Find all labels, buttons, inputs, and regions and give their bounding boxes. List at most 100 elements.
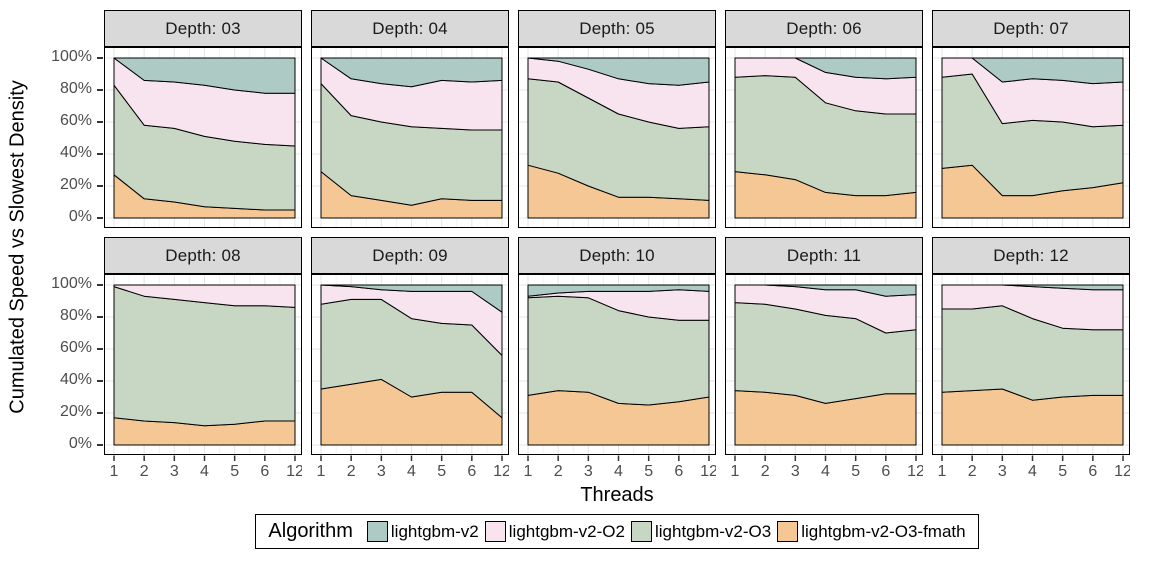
facet-title: Depth: 08 [165, 245, 241, 265]
facet-plot: 1 2 3 4 5 6 12 [311, 274, 509, 480]
facet-panel: Depth: 10 1 2 3 4 5 6 12 [518, 237, 716, 483]
facet-plot: 1 2 3 4 5 6 12 [104, 274, 302, 480]
x-tick-label: 5 [437, 463, 446, 480]
y-tick-mark [97, 121, 103, 123]
x-tick-label: 3 [377, 463, 386, 480]
facet-strip: Depth: 10 [518, 237, 716, 274]
facet-strip: Depth: 06 [725, 10, 923, 47]
x-tick-label: 12 [907, 463, 923, 480]
area-lightgbm-v2 [113, 57, 296, 94]
facet-plot [104, 47, 302, 228]
area-lightgbm-v2 [734, 57, 917, 80]
x-tick-label: 1 [524, 463, 533, 480]
legend-label: lightgbm-v2 [390, 521, 479, 541]
y-tick-mark [97, 153, 103, 155]
x-tick-label: 2 [554, 463, 563, 480]
x-tick-label: 1 [731, 463, 740, 480]
area-lightgbm-v2-O3 [113, 286, 296, 427]
facet-strip: Depth: 08 [104, 237, 302, 274]
y-tick-mark [97, 89, 103, 91]
facet-panel: Depth: 12 1 2 3 4 5 6 12 [932, 237, 1130, 483]
y-tick-mark [97, 185, 103, 187]
facet-plot [518, 47, 716, 228]
legend-swatch-lightgbm-v2-O3-fmath [777, 521, 799, 542]
y-tick-label: 100% [51, 48, 92, 65]
facet-plot [725, 47, 923, 228]
y-tick-label: 80% [59, 307, 92, 324]
x-axis-ticks: 1 2 3 4 5 6 12 [524, 455, 716, 480]
x-tick-label: 12 [700, 463, 716, 480]
y-tick-mark [97, 348, 103, 350]
y-tick-mark [97, 412, 103, 414]
facet-title: Depth: 07 [993, 18, 1069, 38]
x-axis-ticks: 1 2 3 4 5 6 12 [731, 455, 923, 480]
legend-label: lightgbm-v2-O2 [508, 521, 625, 541]
legend-swatch-lightgbm-v2 [366, 521, 388, 542]
facet-strip: Depth: 12 [932, 237, 1130, 274]
x-tick-label: 6 [1088, 463, 1097, 480]
x-tick-label: 12 [286, 463, 302, 480]
legend-item: lightgbm-v2 [366, 521, 479, 542]
y-tick-mark [97, 316, 103, 318]
legend-label: lightgbm-v2-O3-fmath [801, 521, 966, 541]
facet-plot: 1 2 3 4 5 6 12 [725, 274, 923, 480]
area-lightgbm-v2 [320, 57, 503, 88]
y-axis-title: Cumulated Speed vs Slowest Density [6, 80, 29, 414]
facet-strip: Depth: 09 [311, 237, 509, 274]
x-tick-label: 4 [821, 463, 830, 480]
area-lightgbm-v2 [941, 284, 1124, 291]
legend-label: lightgbm-v2-O3 [654, 521, 772, 541]
facet-strip: Depth: 04 [311, 10, 509, 47]
x-tick-label: 4 [407, 463, 416, 480]
facet-panel: Depth: 03 [104, 10, 302, 228]
x-tick-label: 2 [761, 463, 770, 480]
facet-panel: Depth: 05 [518, 10, 716, 228]
y-tick-label: 40% [59, 144, 92, 161]
facet-panel: Depth: 04 [311, 10, 509, 228]
x-tick-label: 2 [347, 463, 356, 480]
y-tick-label: 60% [59, 112, 92, 129]
x-tick-label: 3 [170, 463, 179, 480]
x-tick-label: 6 [467, 463, 476, 480]
facet-title: Depth: 06 [786, 18, 862, 38]
y-tick-label: 0% [68, 208, 92, 225]
facet-title: Depth: 03 [165, 18, 241, 38]
x-tick-label: 1 [317, 463, 326, 480]
y-tick-mark [97, 444, 103, 446]
y-tick-mark [97, 217, 103, 219]
legend: Algorithm lightgbm-v2 lightgbm-v2-O2 light… [255, 514, 979, 549]
area-lightgbm-v2 [527, 284, 710, 297]
x-tick-label: 1 [938, 463, 947, 480]
facet-strip: Depth: 03 [104, 10, 302, 47]
facet-panel: Depth: 08 1 2 3 4 5 6 12 [104, 237, 302, 483]
area-lightgbm-v2 [320, 284, 503, 313]
facet-title: Depth: 10 [579, 245, 655, 265]
x-tick-label: 5 [1058, 463, 1067, 480]
legend-title: Algorithm [268, 520, 353, 542]
x-tick-label: 12 [1114, 463, 1130, 480]
legend-item: lightgbm-v2-O3-fmath [777, 521, 966, 542]
y-tick-label: 100% [51, 275, 92, 292]
legend-item: lightgbm-v2-O3 [630, 521, 772, 542]
facet-panel: Depth: 11 1 2 3 4 5 6 12 [725, 237, 923, 483]
x-tick-label: 5 [230, 463, 239, 480]
y-tick-label: 20% [59, 403, 92, 420]
x-axis-title: Threads [580, 484, 654, 506]
y-tick-label: 0% [68, 435, 92, 452]
y-tick-label: 40% [59, 371, 92, 388]
facet-plot: 1 2 3 4 5 6 12 [932, 274, 1130, 480]
x-tick-label: 1 [110, 463, 119, 480]
legend-swatch-lightgbm-v2-O2 [484, 521, 506, 542]
y-tick-label: 80% [59, 80, 92, 97]
facet-title: Depth: 04 [372, 18, 448, 38]
facet-title: Depth: 11 [786, 245, 862, 265]
x-tick-label: 5 [644, 463, 653, 480]
facet-strip: Depth: 05 [518, 10, 716, 47]
y-tick-mark [97, 284, 103, 286]
facet-panel: Depth: 07 [932, 10, 1130, 228]
x-tick-label: 2 [968, 463, 977, 480]
x-tick-label: 2 [140, 463, 149, 480]
x-tick-label: 6 [260, 463, 269, 480]
facet-panel: Depth: 09 1 2 3 4 5 6 12 [311, 237, 509, 483]
x-tick-label: 6 [881, 463, 890, 480]
